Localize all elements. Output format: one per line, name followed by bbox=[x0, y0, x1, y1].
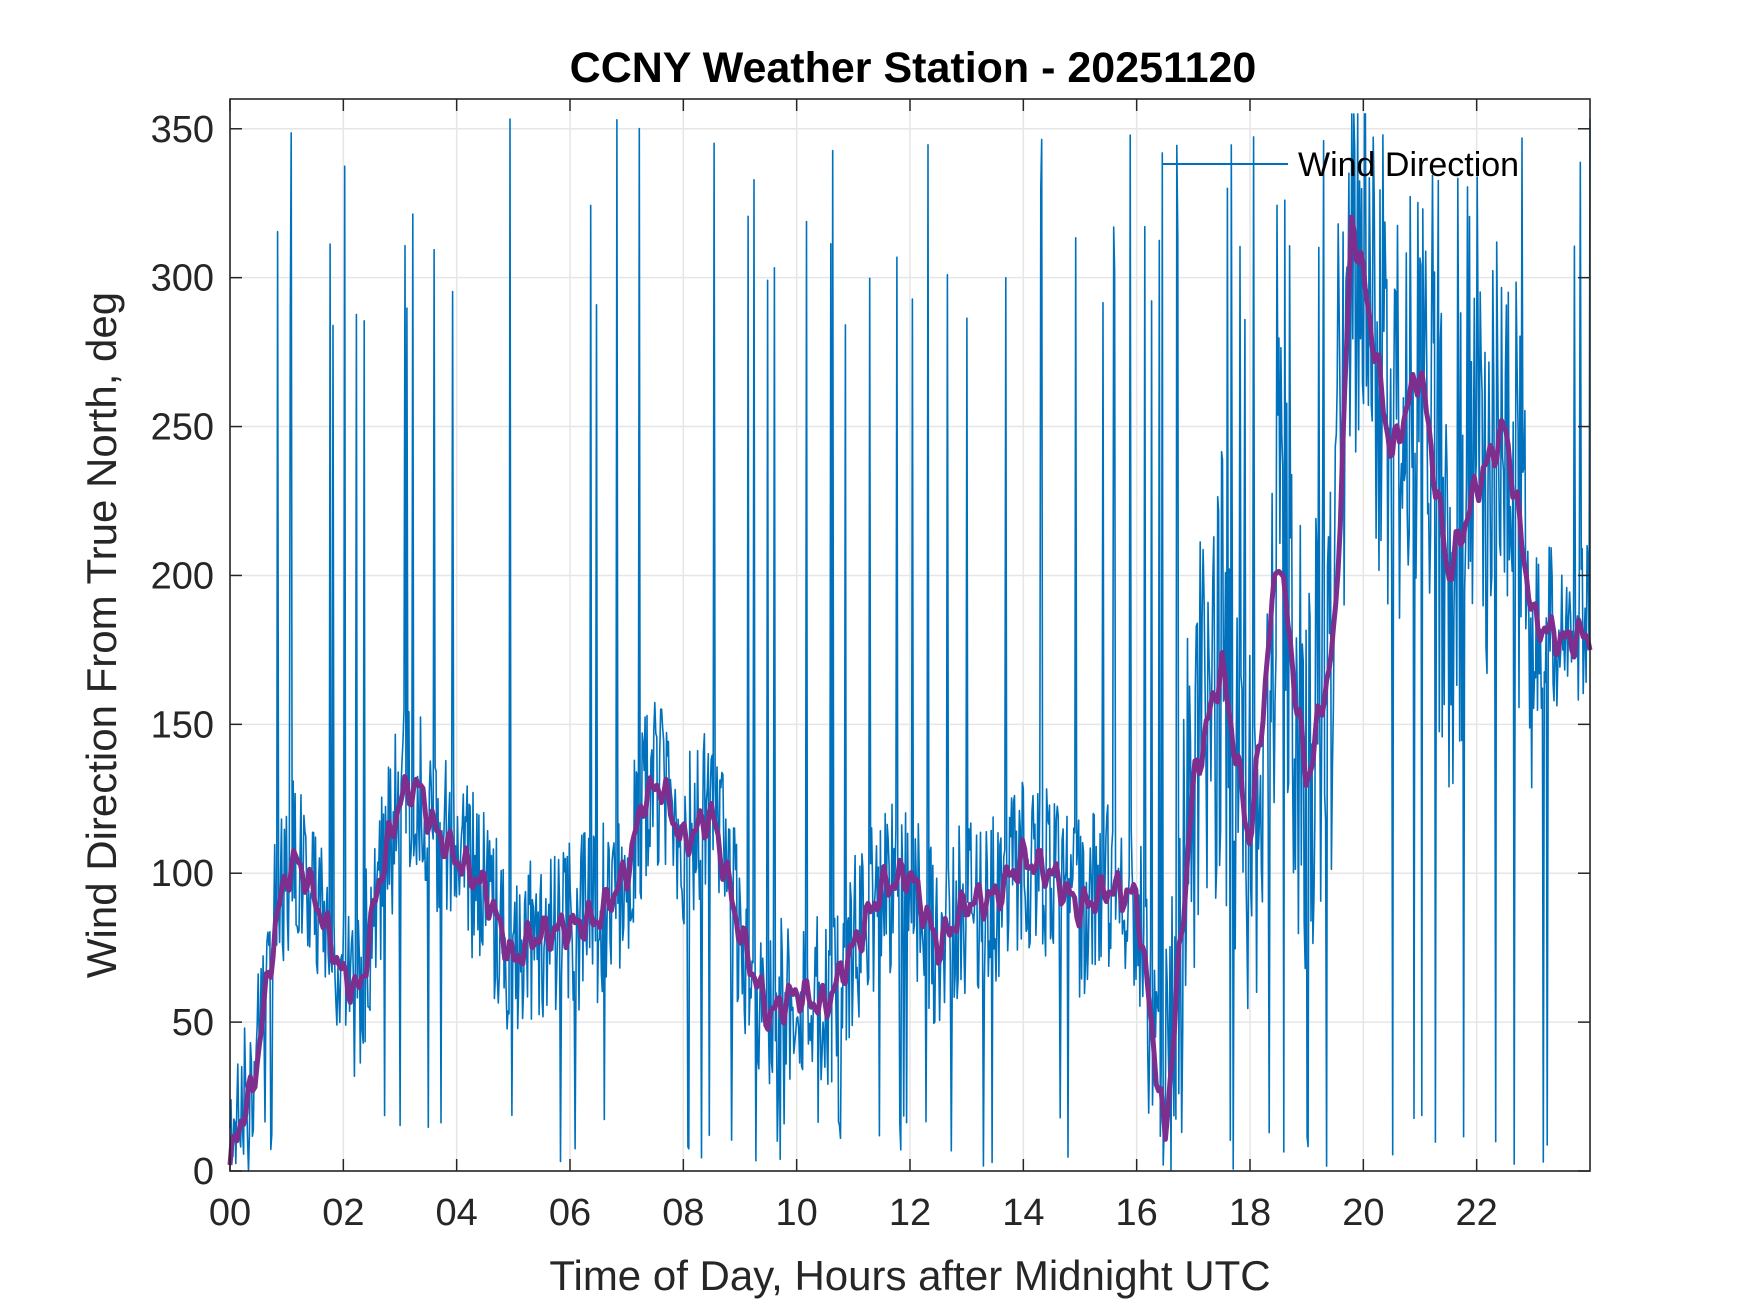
x-tick-label: 14 bbox=[1002, 1192, 1044, 1234]
x-tick-label: 10 bbox=[776, 1192, 818, 1234]
y-tick-labels: 0 50 100 150 200 250 300 350 bbox=[151, 109, 214, 1193]
x-tick-label: 00 bbox=[209, 1192, 251, 1234]
legend-label-wind-direction: Wind Direction bbox=[1298, 146, 1519, 184]
x-tick-label: 04 bbox=[436, 1192, 478, 1234]
y-tick-label: 200 bbox=[151, 555, 214, 597]
series-smoothed bbox=[227, 214, 1593, 1166]
x-tick-label: 22 bbox=[1456, 1192, 1498, 1234]
x-axis-label: Time of Day, Hours after Midnight UTC bbox=[549, 1252, 1270, 1299]
y-tick-label: 100 bbox=[151, 853, 214, 895]
x-tick-label: 08 bbox=[662, 1192, 704, 1234]
chart-title: CCNY Weather Station - 20251120 bbox=[570, 44, 1257, 92]
legend: Wind Direction bbox=[1162, 146, 1519, 184]
x-tick-label: 12 bbox=[889, 1192, 931, 1234]
x-tick-labels: 00 02 04 06 08 10 12 14 16 18 20 22 bbox=[209, 1192, 1498, 1234]
x-tick-label: 18 bbox=[1229, 1192, 1271, 1234]
y-tick-label: 300 bbox=[151, 258, 214, 300]
x-tick-label: 16 bbox=[1116, 1192, 1158, 1234]
y-tick-label: 350 bbox=[151, 109, 214, 151]
x-tick-label: 02 bbox=[322, 1192, 364, 1234]
series-layer bbox=[227, 113, 1593, 1172]
y-axis-label: Wind Direction From True North, deg bbox=[78, 292, 125, 978]
grid bbox=[229, 99, 1590, 1172]
x-tick-label: 06 bbox=[549, 1192, 591, 1234]
y-tick-label: 150 bbox=[151, 704, 214, 746]
y-tick-label: 0 bbox=[193, 1151, 214, 1193]
axes-frame bbox=[229, 98, 1591, 1172]
y-tick-label: 250 bbox=[151, 407, 214, 449]
x-tick-label: 20 bbox=[1342, 1192, 1384, 1234]
y-tick-label: 50 bbox=[172, 1002, 214, 1044]
